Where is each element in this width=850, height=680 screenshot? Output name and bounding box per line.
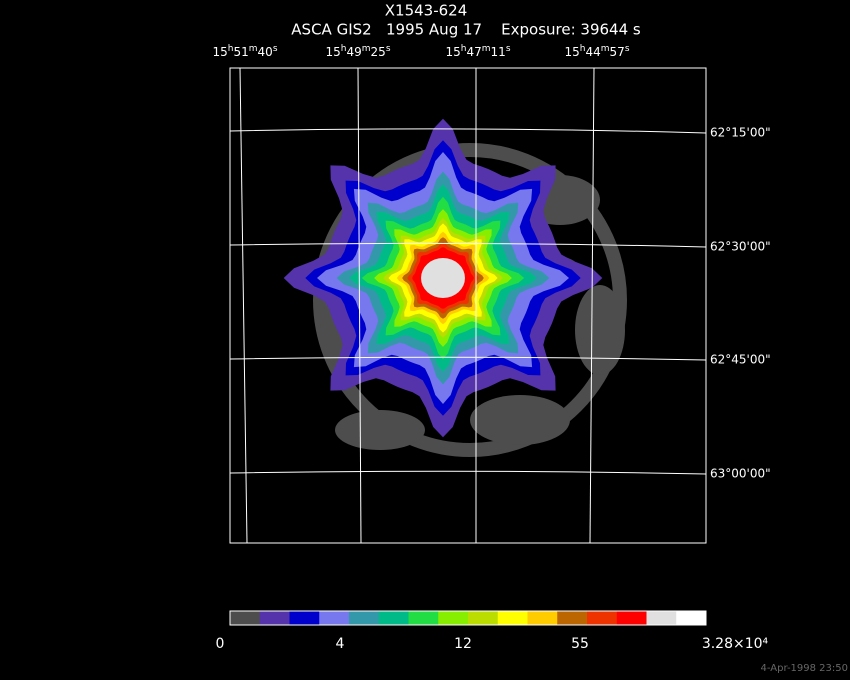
coordinate-grid xyxy=(229,67,707,544)
colorbar-swatch xyxy=(259,611,290,625)
colorbar-swatch xyxy=(468,611,499,625)
ra-label: 15h47m11s xyxy=(445,44,510,59)
dec-label: 62°15'00" xyxy=(710,126,771,140)
title: X1543-624 xyxy=(385,2,468,20)
colorbar-swatch xyxy=(319,611,350,625)
colorbar-label: 3.28×10⁴ xyxy=(702,636,769,652)
subtitle: ASCA GIS2 1995 Aug 17 Exposure: 39644 s xyxy=(291,21,641,39)
ra-label: 15h44m57s xyxy=(564,44,629,59)
dec-label: 63°00'00" xyxy=(710,467,771,481)
background-patch xyxy=(470,395,570,445)
dec-line xyxy=(229,470,707,475)
detector-rim xyxy=(313,143,627,457)
colorbar-swatch xyxy=(378,611,409,625)
colorbar-swatch xyxy=(616,611,647,625)
dec-label: 62°45'00" xyxy=(710,353,771,367)
colorbar-swatch xyxy=(646,611,677,625)
colorbar-label: 12 xyxy=(454,636,472,652)
dec-line xyxy=(229,128,707,134)
colorbar-swatch xyxy=(230,611,261,625)
ra-label: 15h49m25s xyxy=(325,44,390,59)
background-patch xyxy=(575,285,625,375)
xray-image xyxy=(283,118,627,457)
colorbar-swatch xyxy=(497,611,528,625)
colorbar-label: 0 xyxy=(216,636,225,652)
ra-label: 15h51m40s xyxy=(212,44,277,59)
source-core xyxy=(421,258,465,298)
colorbar-label: 55 xyxy=(571,636,589,652)
colorbar xyxy=(230,611,707,625)
background-patch xyxy=(335,410,425,450)
ra-line xyxy=(589,67,595,544)
colorbar-swatch xyxy=(676,611,707,625)
colorbar-swatch xyxy=(349,611,380,625)
image-frame xyxy=(229,67,707,544)
dec-label: 62°30'00" xyxy=(710,240,771,254)
ra-line xyxy=(357,67,362,544)
dec-line xyxy=(229,242,707,248)
colorbar-swatch xyxy=(587,611,618,625)
colorbar-swatch xyxy=(557,611,588,625)
colorbar-label: 4 xyxy=(336,636,345,652)
timestamp: 4-Apr-1998 23:50 xyxy=(761,663,848,674)
colorbar-frame xyxy=(229,610,707,626)
colorbar-swatch xyxy=(289,611,320,625)
colorbar-swatch xyxy=(527,611,558,625)
ra-line xyxy=(239,67,248,544)
colorbar-swatch xyxy=(408,611,439,625)
dec-line xyxy=(229,356,707,361)
colorbar-swatch xyxy=(438,611,469,625)
